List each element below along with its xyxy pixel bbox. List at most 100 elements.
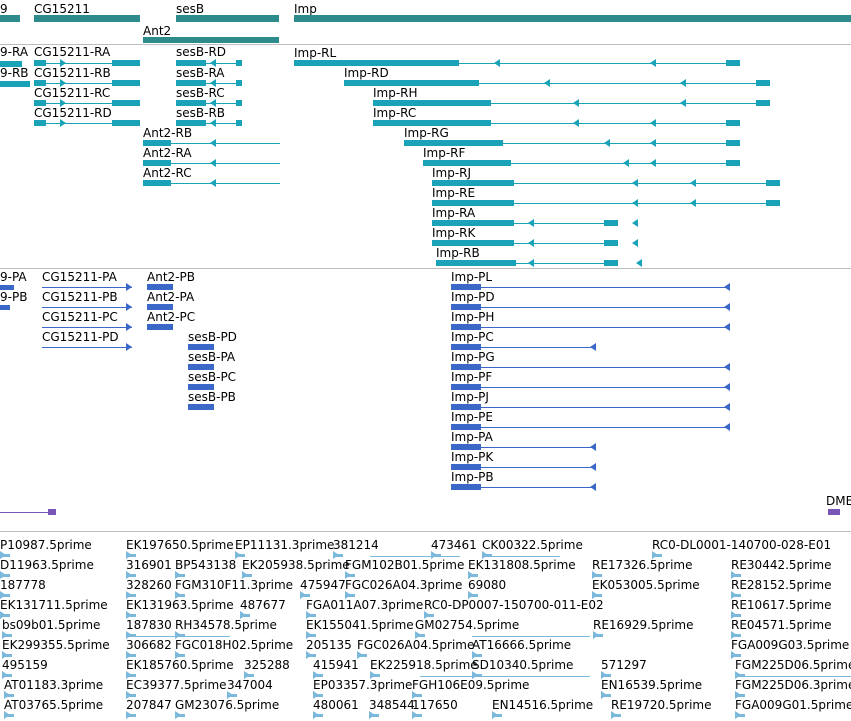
strand-arrow [528,239,534,247]
protein-label: Imp-PH [451,310,495,324]
est-label: 207847 [126,698,172,712]
transcript-exon [756,100,770,106]
strand-arrow [306,631,312,639]
strand-arrow [731,591,737,599]
protein-segment [451,484,481,490]
protein-segment [451,304,481,310]
protein-line [451,347,596,348]
protein-segment [451,284,481,290]
est-label: EK225918.5prime [370,658,478,672]
track-separator [0,268,851,269]
gene-feature [34,15,140,22]
protein-label: Imp-PD [451,290,495,304]
transcript-intron [423,163,740,164]
strand-arrow [369,711,375,719]
est-label: D11963.5prime [0,558,94,572]
transcript-label: Imp-RA [432,206,476,220]
strand-arrow [300,591,306,599]
strand-arrow [175,711,181,719]
misc-label: DME [826,494,851,508]
protein-line [42,307,132,308]
transcript-label: sesB-RA [176,66,225,80]
protein-line [451,307,730,308]
protein-segment [451,364,481,370]
transcript-exon [604,240,618,246]
est-label: FGM310F11.3prime [175,578,294,592]
est-label: 347004 [227,678,273,692]
protein-segment [188,344,214,350]
strand-arrow [724,403,730,411]
transcript-intron [432,183,780,184]
protein-segment [188,404,214,410]
protein-line [451,287,730,288]
est-line [482,556,560,557]
est-label: 69080 [468,578,507,592]
strand-arrow [126,551,132,559]
protein-line [451,447,596,448]
strand-arrow [494,59,500,67]
est-label: 487677 [240,598,286,612]
strand-arrow [175,651,181,659]
strand-arrow [306,651,312,659]
strand-arrow [636,259,642,267]
transcript-exon [294,60,459,66]
strand-arrow [126,691,132,699]
strand-arrow [724,363,730,371]
protein-line [451,467,596,468]
strand-arrow [357,651,363,659]
gene-feature [176,15,279,22]
strand-arrow [0,611,6,619]
strand-arrow [468,571,474,579]
transcript-exon [726,140,740,146]
transcript-exon [112,80,140,86]
transcript-label: Imp-RD [344,66,389,80]
gene-feature [143,37,279,43]
transcript-label: Imp-RG [404,126,449,140]
strand-arrow [724,283,730,291]
strand-arrow [126,571,132,579]
transcript-label: CG15211-RC [34,86,111,100]
est-label: bs09b01.5prime [2,618,101,632]
strand-arrow [126,611,132,619]
est-label: EP11131.3prime [235,538,335,552]
est-label: RE28152.5prime [731,578,832,592]
strand-arrow [60,59,66,67]
protein-label: sesB-PB [188,390,236,404]
protein-label: 9-PB [0,290,28,304]
strand-arrow [731,631,737,639]
transcript-exon [432,180,515,186]
strand-arrow [690,179,696,187]
transcript-exon [112,100,140,106]
strand-arrow [735,711,741,719]
transcript-exon [766,180,780,186]
strand-arrow [590,463,596,471]
protein-label: Imp-PJ [451,390,489,404]
strand-arrow [424,611,430,619]
transcript-label: sesB-RD [176,45,227,59]
strand-arrow [175,631,181,639]
transcript-exon [236,120,242,126]
transcript-exon [0,61,22,67]
protein-segment [451,464,481,470]
est-label: 475947 [300,578,346,592]
est-label: RE30442.5prime [731,558,832,572]
strand-arrow [242,571,248,579]
transcript-exon [423,160,511,166]
strand-arrow [472,671,478,679]
strand-arrow [175,591,181,599]
transcript-label: Ant2-RB [143,126,193,140]
protein-segment [451,444,481,450]
strand-arrow [235,551,241,559]
strand-arrow [650,159,656,167]
est-label: CK00322.5prime [482,538,583,552]
strand-arrow [590,443,596,451]
strand-arrow [60,119,66,127]
protein-segment [147,304,173,310]
protein-label: sesB-PD [188,330,237,344]
transcript-intron [432,203,780,204]
est-label: EK197650.5prime [126,538,234,552]
transcript-intron [404,143,740,144]
est-label: 381214 [333,538,379,552]
strand-arrow [244,671,250,679]
